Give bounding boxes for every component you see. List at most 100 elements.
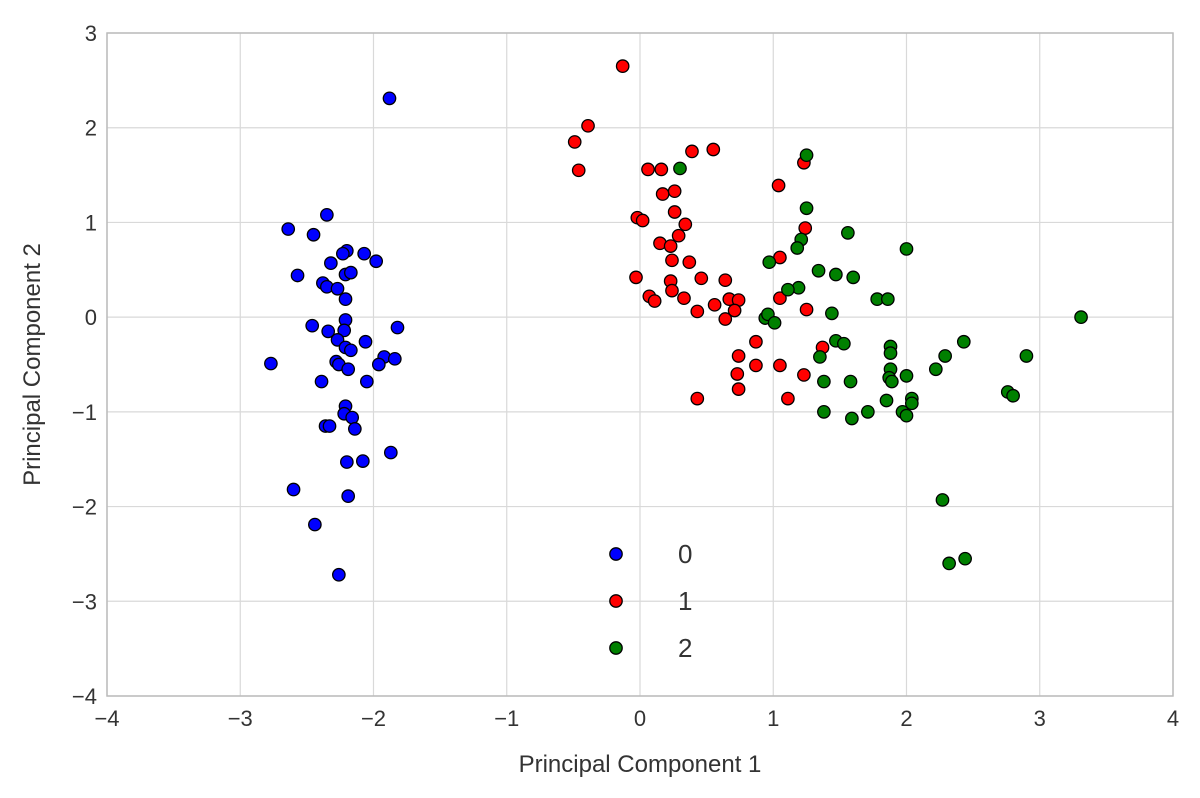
data-point-series-2: [841, 225, 855, 240]
data-point-series-1: [781, 391, 795, 406]
data-point-series-0: [322, 419, 337, 433]
data-point-series-1: [655, 187, 670, 201]
data-point-series-2: [899, 242, 914, 256]
data-point-series-2: [899, 369, 914, 383]
data-point-series-0: [338, 292, 353, 306]
data-point-series-1: [682, 255, 697, 270]
data-point-series-0: [339, 455, 354, 469]
data-point-series-1: [731, 382, 746, 396]
data-point-series-2: [899, 408, 914, 423]
legend-label-0: 0: [678, 539, 692, 569]
data-point-series-1: [665, 253, 679, 268]
data-point-series-2: [673, 161, 687, 176]
data-point-series-1: [567, 135, 582, 149]
data-point-series-1: [797, 368, 811, 382]
data-point-series-1: [707, 297, 722, 312]
data-point-series-1: [798, 221, 813, 235]
data-point-series-1: [635, 213, 650, 228]
data-point-series-1: [731, 349, 746, 363]
y-tick-label: 0: [85, 305, 97, 330]
plot-area-frame: [106, 32, 1174, 697]
legend-label-2: 2: [678, 633, 692, 663]
data-point-series-0: [343, 343, 358, 358]
data-point-series-0: [314, 374, 329, 389]
data-point-series-1: [667, 205, 682, 219]
data-point-series-0: [345, 410, 360, 425]
data-point-series-2: [883, 346, 898, 360]
y-axis-label: Principal Component 2: [19, 243, 46, 486]
data-point-series-0: [369, 254, 384, 269]
legend-marker-1: [609, 594, 623, 608]
data-point-series-0: [347, 422, 362, 436]
legend-marker-2: [609, 641, 623, 655]
data-point-series-1: [663, 239, 678, 253]
data-point-series-2: [813, 350, 827, 364]
data-points: [264, 59, 1088, 582]
data-point-series-2: [958, 551, 972, 566]
data-point-series-1: [629, 270, 643, 285]
data-point-series-1: [718, 312, 733, 326]
data-point-series-0: [341, 362, 356, 377]
data-point-series-0: [320, 208, 334, 222]
data-point-series-0: [382, 91, 397, 106]
x-tick-label: −1: [494, 706, 519, 731]
data-point-series-1: [690, 304, 705, 319]
y-tick-label: 3: [85, 21, 97, 46]
data-point-series-0: [358, 334, 373, 349]
data-point-series-1: [654, 162, 669, 177]
data-point-series-1: [671, 228, 686, 243]
data-point-series-0: [305, 318, 320, 333]
x-tick-label: −4: [94, 706, 119, 731]
data-point-series-2: [811, 263, 826, 278]
x-tick-label: 3: [1034, 706, 1046, 731]
data-point-series-0: [324, 256, 338, 271]
data-point-series-2: [935, 493, 950, 507]
data-point-series-0: [390, 320, 405, 335]
data-point-series-2: [904, 396, 919, 411]
y-tick-label: 1: [85, 210, 97, 235]
data-point-series-0: [281, 222, 296, 236]
data-point-series-1: [690, 391, 705, 406]
data-point-series-1: [749, 334, 763, 349]
data-point-series-1: [665, 283, 679, 298]
data-point-series-0: [357, 246, 372, 261]
x-axis-label: Principal Component 1: [519, 751, 762, 778]
data-point-series-2: [1074, 310, 1088, 324]
data-point-series-1: [749, 358, 763, 373]
data-point-series-0: [306, 227, 321, 242]
legend-marker-0: [609, 547, 623, 561]
data-point-series-0: [321, 324, 336, 339]
data-point-series-0: [359, 374, 374, 389]
data-point-series-2: [942, 556, 956, 571]
data-point-series-2: [938, 349, 952, 363]
data-point-series-2: [817, 374, 831, 389]
data-point-series-2: [829, 267, 843, 282]
x-tick-label: −3: [228, 706, 253, 731]
y-tick-label: −1: [72, 400, 97, 425]
data-point-series-1: [571, 163, 586, 178]
data-point-series-2: [845, 411, 859, 426]
data-point-series-0: [308, 517, 322, 532]
data-point-series-0: [387, 351, 402, 366]
data-point-series-2: [817, 405, 831, 419]
data-point-series-2: [799, 201, 814, 216]
data-point-series-0: [355, 454, 370, 468]
data-point-series-2: [762, 255, 777, 270]
data-point-series-0: [337, 323, 352, 338]
data-point-series-1: [773, 291, 787, 306]
x-tick-label: 0: [634, 706, 646, 731]
data-point-series-1: [677, 291, 691, 306]
data-point-series-2: [837, 336, 851, 351]
data-point-series-1: [685, 144, 699, 159]
data-point-series-0: [332, 567, 346, 582]
data-point-series-2: [1019, 349, 1034, 363]
y-tick-label: −3: [72, 589, 97, 614]
data-point-series-2: [846, 270, 861, 285]
data-point-series-0: [330, 281, 345, 296]
data-point-series-0: [286, 482, 301, 497]
data-point-series-0: [383, 445, 398, 460]
x-tick-label: 4: [1167, 706, 1179, 731]
data-point-series-2: [884, 374, 899, 389]
x-tick-label: 2: [900, 706, 912, 731]
data-point-series-2: [956, 334, 971, 349]
